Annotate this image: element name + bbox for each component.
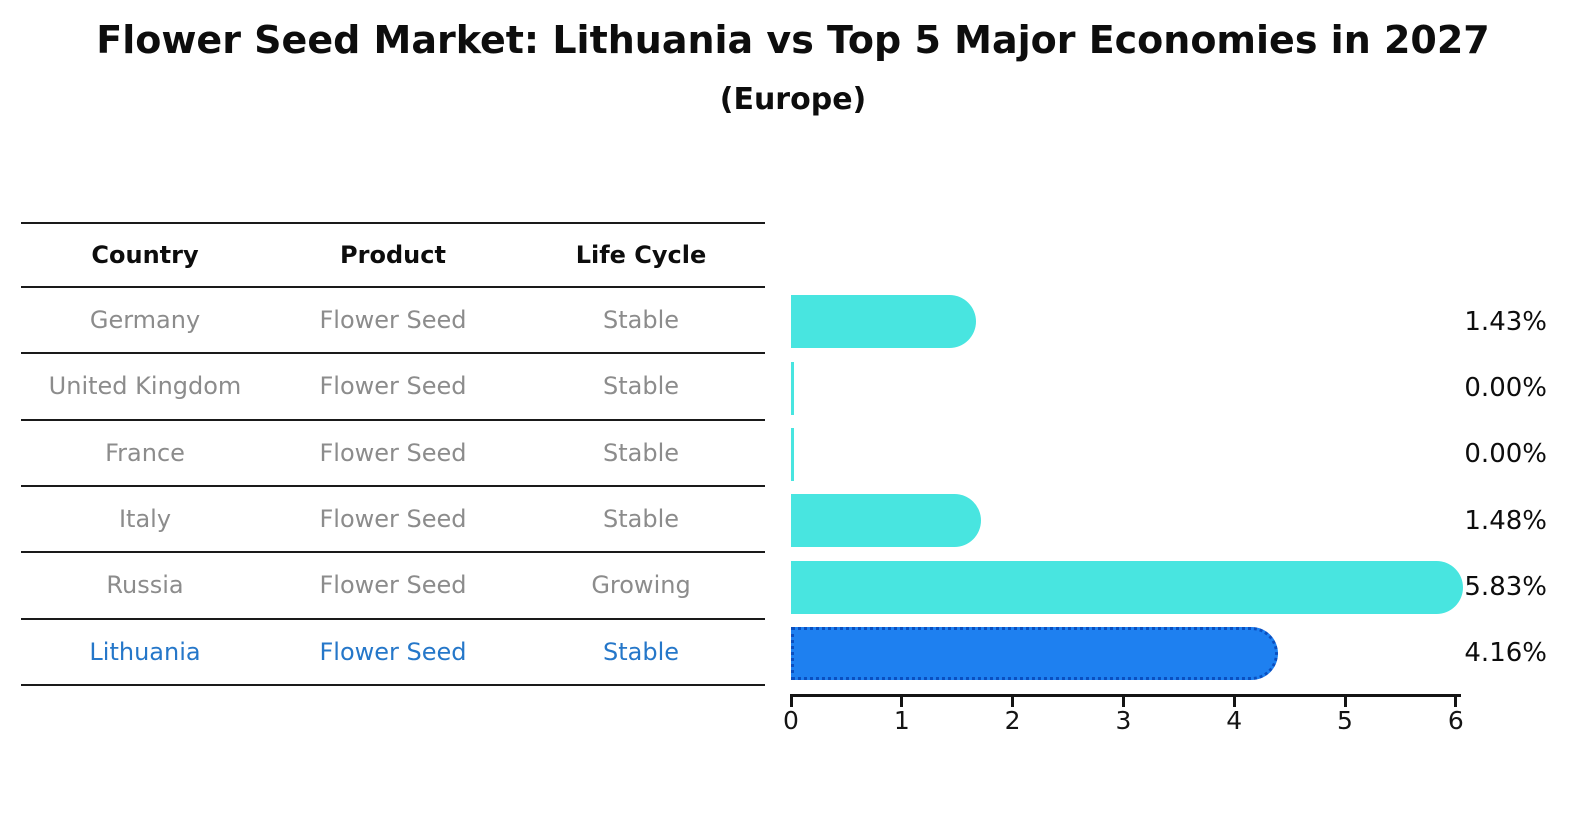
table-row-united-kingdom: United Kingdom Flower Seed Stable xyxy=(21,354,765,421)
cell-country: Italy xyxy=(118,505,172,534)
cell-country: France xyxy=(105,438,185,467)
x-axis-tick-label: 0 xyxy=(783,706,799,735)
cell-life-cycle: Stable xyxy=(602,438,680,467)
x-axis-tick-label: 5 xyxy=(1337,706,1353,735)
x-axis-tick xyxy=(789,697,793,707)
table-row-italy: Italy Flower Seed Stable xyxy=(21,487,765,554)
chart-title: Flower Seed Market: Lithuania vs Top 5 M… xyxy=(96,18,1490,62)
x-axis-tick-label: 2 xyxy=(1004,706,1021,735)
bar-value-label: 0.00% xyxy=(1464,439,1547,470)
cell-life-cycle: Growing xyxy=(591,571,691,600)
cell-life-cycle: Stable xyxy=(602,505,680,534)
bar-germany xyxy=(791,295,976,349)
cell-product: Flower Seed xyxy=(319,571,467,600)
table-row-france: France Flower Seed Stable xyxy=(21,421,765,487)
cell-life-cycle: Stable xyxy=(602,372,680,401)
x-axis-tick xyxy=(1011,697,1015,707)
cell-product: Flower Seed xyxy=(319,637,467,666)
table-row-germany: Germany Flower Seed Stable xyxy=(21,288,765,355)
column-header-life-cycle: Life Cycle xyxy=(575,241,707,269)
cell-product: Flower Seed xyxy=(319,438,467,467)
bar-lithuania xyxy=(791,626,1279,680)
bar-italy xyxy=(791,494,982,548)
x-axis-tick-label: 3 xyxy=(1115,706,1132,735)
table-row-lithuania: Lithuania Flower Seed Stable xyxy=(21,620,765,686)
x-axis-tick xyxy=(1232,697,1236,707)
x-axis-tick-label: 6 xyxy=(1447,706,1464,735)
cell-product: Flower Seed xyxy=(319,372,467,401)
bar-united-kingdom xyxy=(791,361,794,415)
bar-value-label: 0.00% xyxy=(1464,373,1547,404)
bar-france xyxy=(791,427,794,481)
x-axis-tick-label: 4 xyxy=(1226,706,1243,735)
bar-value-label: 5.83% xyxy=(1464,572,1547,603)
x-axis-tick xyxy=(1121,697,1125,707)
bar-russia xyxy=(791,560,1464,614)
column-header-country: Country xyxy=(91,241,199,269)
column-header-product: Product xyxy=(340,241,446,269)
cell-life-cycle: Stable xyxy=(602,637,680,666)
cell-country: Germany xyxy=(89,306,201,335)
table-header-row: Country Product Life Cycle xyxy=(21,224,765,288)
chart-subtitle: (Europe) xyxy=(719,82,867,117)
bar-value-label: 4.16% xyxy=(1464,638,1547,669)
x-axis-tick xyxy=(900,697,904,707)
cell-life-cycle: Stable xyxy=(602,306,680,335)
x-axis-tick xyxy=(1454,697,1458,707)
bar-value-label: 1.48% xyxy=(1464,505,1547,536)
country-table: Country Product Life Cycle Germany Flower Se… xyxy=(21,222,765,686)
x-axis-tick-label: 1 xyxy=(893,706,910,735)
cell-product: Flower Seed xyxy=(319,306,467,335)
cell-country: United Kingdom xyxy=(48,372,242,401)
table-row-russia: Russia Flower Seed Growing xyxy=(21,553,765,620)
cell-country: Russia xyxy=(106,571,184,600)
cell-country: Lithuania xyxy=(89,637,201,666)
x-axis-line xyxy=(790,694,1461,697)
cell-product: Flower Seed xyxy=(319,505,467,534)
bar-value-label: 1.43% xyxy=(1464,306,1547,337)
x-axis-tick xyxy=(1343,697,1347,707)
